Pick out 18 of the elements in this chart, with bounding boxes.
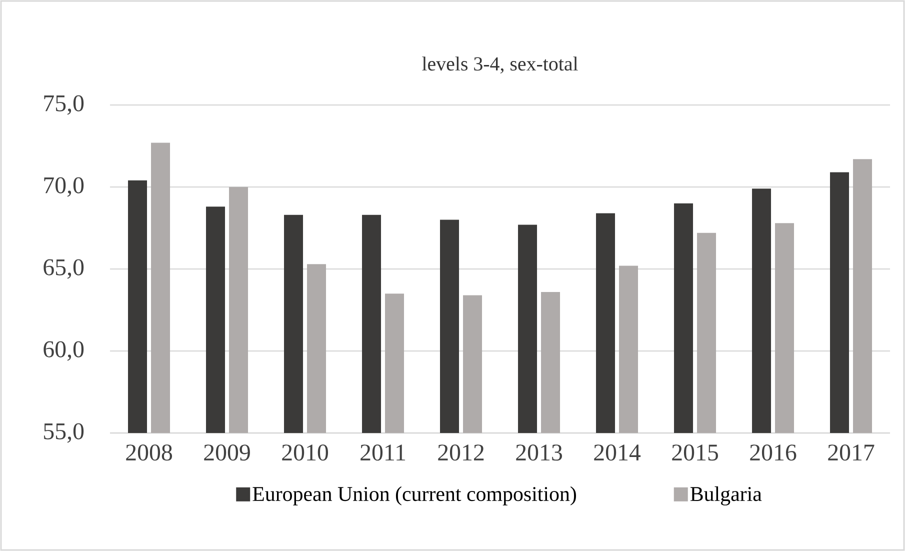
legend-label: Bulgaria xyxy=(690,486,762,506)
x-tick-label: 2011 xyxy=(360,444,406,461)
y-tick-label: 75,0 xyxy=(44,95,84,115)
y-tick-label: 70,0 xyxy=(44,177,84,197)
y-tick-label: 65,0 xyxy=(44,259,84,279)
x-tick-label: 2009 xyxy=(204,444,250,461)
x-tick-label: 2015 xyxy=(672,444,718,461)
x-tick-label: 2016 xyxy=(750,444,796,461)
y-tick-label: 55,0 xyxy=(44,423,84,443)
x-tick-label: 2017 xyxy=(828,444,874,461)
x-tick-label: 2014 xyxy=(594,444,641,461)
x-tick-label: 2008 xyxy=(126,444,172,461)
chart-title: levels 3-4, sex-total xyxy=(422,56,578,74)
x-tick-label: 2013 xyxy=(516,444,562,461)
y-tick-label: 60,0 xyxy=(44,341,84,361)
x-tick-label: 2010 xyxy=(282,444,328,461)
x-tick-label: 2012 xyxy=(438,444,484,461)
legend-label: European Union (current composition) xyxy=(252,486,576,506)
